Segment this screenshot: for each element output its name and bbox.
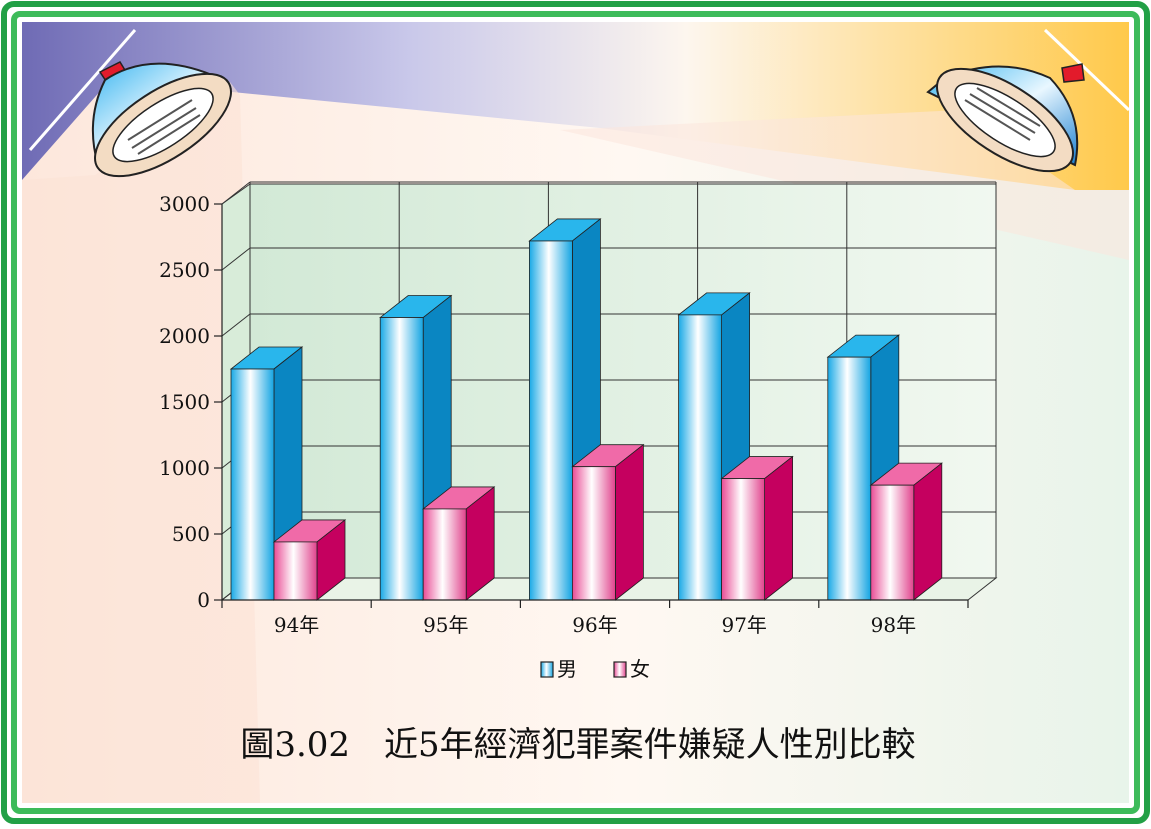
x-tick-label: 94年 [274, 613, 319, 637]
right-rig-line [1043, 28, 1131, 112]
legend-swatch-female [613, 661, 627, 678]
bar-female [422, 508, 467, 601]
x-tick-label: 96年 [572, 613, 617, 637]
inner-frame [11, 11, 1140, 814]
bar-female-side [764, 455, 793, 601]
spotlight-icon [926, 63, 1085, 173]
bar-male [827, 356, 872, 601]
y-tick-label: 2000 [159, 324, 210, 348]
y-tick-label: 1500 [159, 390, 210, 414]
bar-male [379, 317, 424, 601]
bar-male [230, 368, 275, 601]
y-tick-label: 500 [172, 522, 210, 546]
bar-female [273, 541, 318, 601]
bar-female [572, 466, 616, 601]
bar-male [529, 240, 573, 601]
legend-swatch-male [540, 661, 554, 678]
x-tick-label: 97年 [721, 613, 766, 637]
x-tick-label: 98年 [871, 613, 916, 637]
y-tick-label: 1000 [159, 456, 210, 480]
y-axis: 0 500 1000 1500 2000 2500 3000 [159, 192, 223, 612]
bar-female [721, 478, 765, 601]
bar-female [870, 484, 915, 601]
left-light-beam [22, 82, 260, 803]
legend: 男 女 [540, 657, 650, 681]
grid-line [221, 247, 251, 271]
x-axis: 94年 95年 96年 97年 98年 [221, 599, 969, 637]
bar-male [678, 314, 722, 601]
y-tick-label: 3000 [159, 192, 210, 216]
chart-caption: 圖3.02 近5年經濟犯罪案件嫌疑人性別比較 [240, 725, 915, 765]
bar-female-side [615, 443, 644, 601]
legend-label-female: 女 [630, 657, 650, 681]
left-rig-line [28, 29, 137, 151]
bar-female-side [913, 462, 943, 601]
y-tick-label: 2500 [159, 258, 210, 282]
spotlight-icon [91, 61, 232, 178]
y-tick-label: 0 [197, 588, 210, 612]
x-tick-label: 95年 [423, 613, 468, 637]
legend-label-male: 男 [557, 657, 577, 681]
grid-line [221, 181, 251, 205]
grid-line [221, 313, 251, 337]
